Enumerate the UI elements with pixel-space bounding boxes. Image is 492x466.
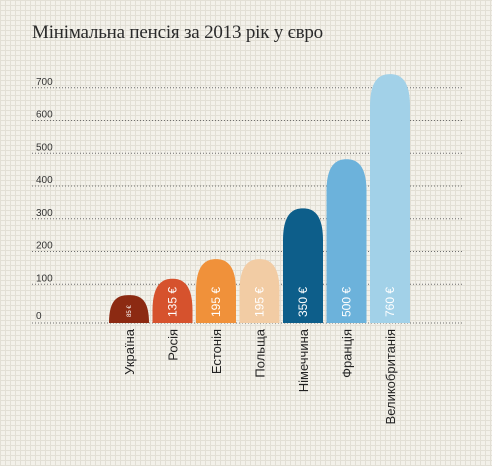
bar-6 xyxy=(370,74,410,323)
bar-4 xyxy=(283,208,323,323)
y-tick-label-200: 200 xyxy=(36,241,53,252)
category-label-4: Німеччина xyxy=(296,328,311,392)
bar-5 xyxy=(326,159,367,323)
value-label-4: 350 € xyxy=(296,287,310,317)
value-label-6: 760 € xyxy=(383,287,397,317)
category-label-5: Франція xyxy=(340,329,355,378)
value-label-5: 500 € xyxy=(340,287,354,317)
category-label-6: Великобританія xyxy=(383,329,398,424)
value-label-1: 135 € xyxy=(166,287,180,317)
y-tick-label-500: 500 xyxy=(36,142,53,153)
category-label-3: Польща xyxy=(253,328,268,377)
bar-2 xyxy=(196,259,236,323)
category-label-2: Естонія xyxy=(209,329,224,374)
value-label-3: 195 € xyxy=(253,287,267,317)
bar-3 xyxy=(239,259,280,323)
bar-0 xyxy=(109,295,149,323)
y-tick-label-100: 100 xyxy=(36,273,53,284)
value-label-2: 195 € xyxy=(209,287,223,317)
bar-1 xyxy=(152,278,193,323)
chart-title: Мінімальна пенсія за 2013 рік у євро xyxy=(32,22,323,43)
y-tick-label-700: 700 xyxy=(36,77,53,88)
y-tick-label-400: 400 xyxy=(36,175,53,186)
y-tick-label-600: 600 xyxy=(36,110,53,121)
y-tick-label-300: 300 xyxy=(36,208,53,219)
y-tick-label-0: 0 xyxy=(36,311,42,322)
category-label-1: Росія xyxy=(166,329,181,361)
value-label-0: 85 € xyxy=(127,305,133,317)
category-label-0: Україна xyxy=(122,328,137,375)
